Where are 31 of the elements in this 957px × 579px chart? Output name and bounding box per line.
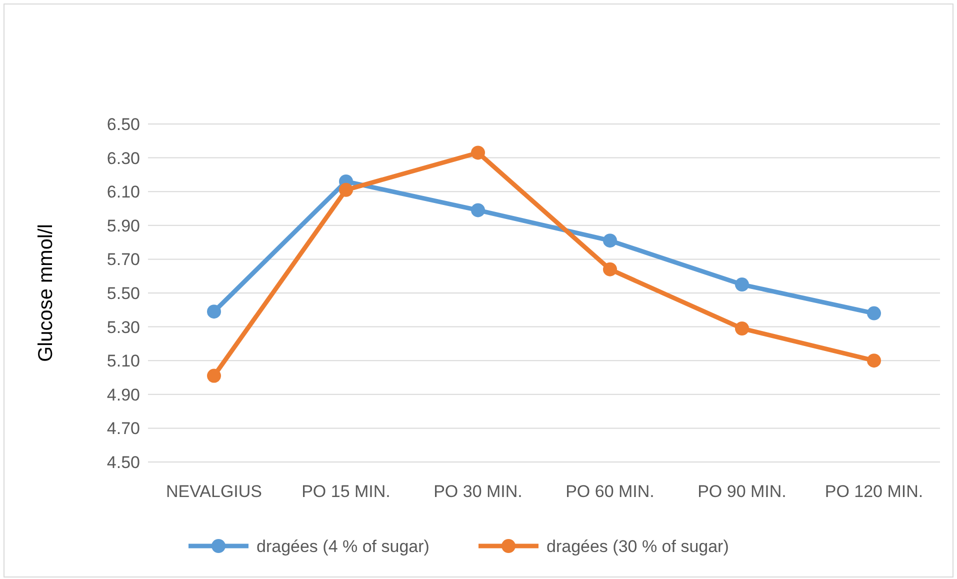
y-tick-label: 5.10 (106, 352, 140, 371)
point (339, 182, 353, 197)
y-tick-label: 4.50 (106, 452, 140, 472)
y-tick-label: 4.70 (106, 419, 140, 438)
point (471, 203, 485, 218)
point (867, 354, 881, 368)
x-tick-label: PO 120 MIN. (824, 482, 924, 501)
x-tick-label: NEVALGIUS (166, 482, 262, 501)
point (603, 262, 617, 276)
y-tick-label: 5.50 (106, 284, 140, 303)
x-tick-label: PO 60 MIN. (566, 482, 654, 501)
legend-label: dragées (30 % of sugar) (546, 536, 729, 556)
y-tick-label: 5.70 (106, 250, 140, 270)
x-tick-label: PO 30 MIN. (434, 482, 522, 501)
x-tick-label: PO 90 MIN. (698, 482, 786, 501)
point (207, 304, 221, 319)
y-axis-title: Glucose mmol/l (35, 224, 57, 362)
y-tick-label: 5.30 (106, 318, 140, 337)
y-tick-label: 6.30 (106, 148, 140, 168)
point (471, 146, 485, 160)
y-tick-label: 6.50 (106, 114, 140, 134)
point (735, 321, 749, 336)
point (207, 368, 221, 383)
point (735, 278, 749, 292)
y-tick-label: 4.90 (106, 385, 140, 404)
legend-label: dragées (4 % of sugar) (256, 536, 430, 556)
x-tick-label: PO 15 MIN. (302, 482, 390, 501)
point (867, 306, 881, 320)
y-tick-label: 6.10 (106, 182, 140, 202)
point (603, 234, 617, 248)
y-tick-label: 5.90 (106, 216, 140, 236)
